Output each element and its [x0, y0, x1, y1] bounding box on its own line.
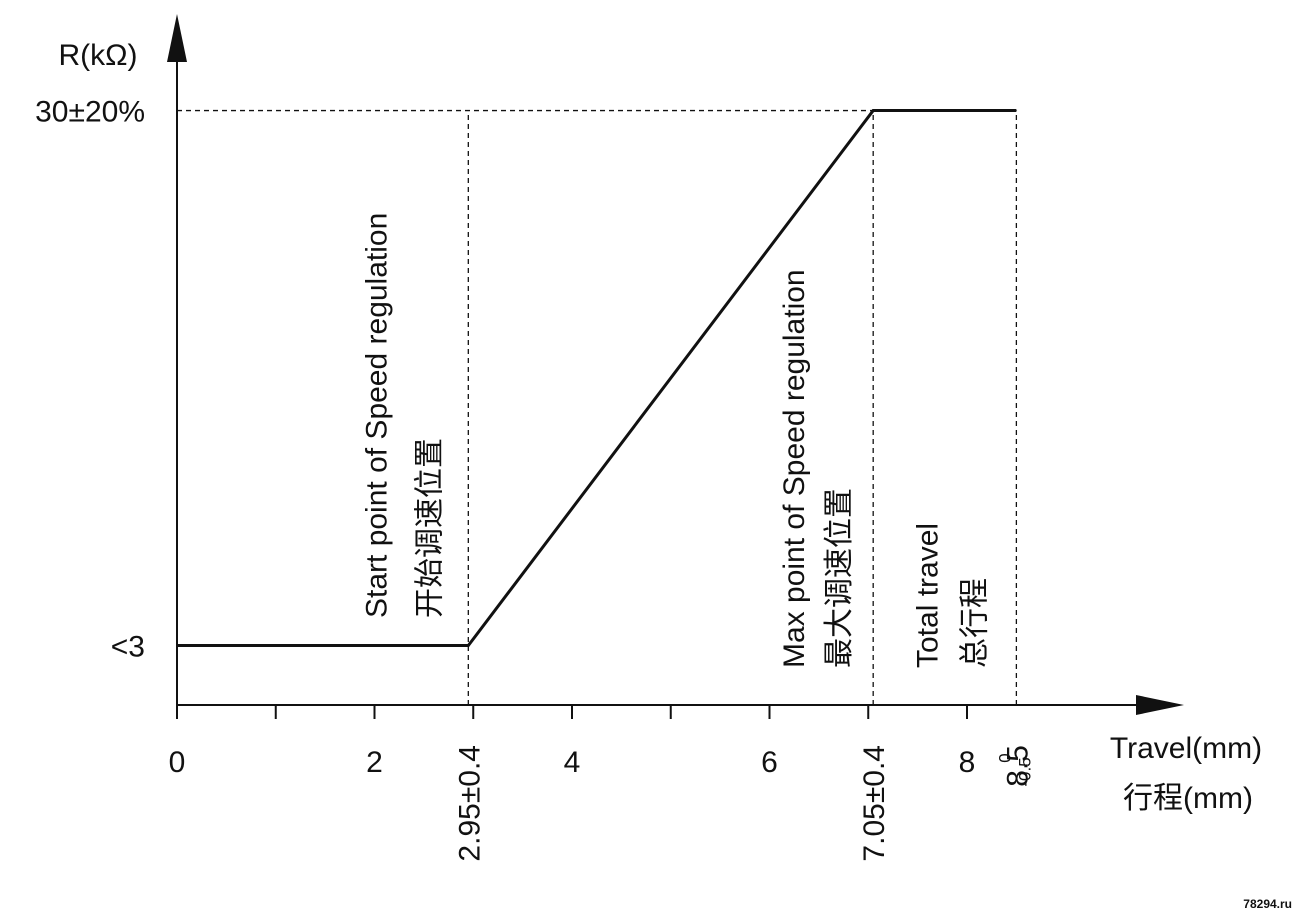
x-tick-label: 0	[169, 746, 186, 779]
y-axis-label: R(kΩ)	[58, 39, 137, 72]
marker-label: 8.5	[1001, 745, 1034, 787]
x-axis-label: 行程(mm)	[1123, 782, 1253, 815]
y-tick-label: <3	[111, 631, 145, 664]
x-tick-label: 2	[366, 746, 383, 779]
x-tick-label: 8	[959, 746, 976, 779]
data-line	[177, 109, 1017, 648]
annotation: Start point of Speed regulation	[360, 213, 393, 618]
x-tick-label: 6	[761, 746, 778, 779]
x-axis-arrow	[1136, 695, 1184, 715]
annotation: Max point of Speed regulation	[778, 269, 811, 668]
y-tick-label: 30±20%	[35, 96, 145, 129]
y-axis-arrow	[167, 14, 187, 62]
marker-tolerance: 0	[995, 753, 1014, 762]
marker-tolerance: -0.5	[1015, 757, 1034, 786]
marker-label: 2.95±0.4	[453, 745, 486, 862]
annotation: 总行程	[958, 578, 991, 668]
annotation: 开始调速位置	[413, 438, 446, 618]
x-axis-label: Travel(mm)	[1110, 732, 1262, 765]
marker-label: 7.05±0.4	[858, 745, 891, 862]
x-tick-label: 4	[564, 746, 581, 779]
watermark: 78294.ru	[1243, 897, 1292, 911]
annotation: Total travel	[911, 523, 944, 668]
annotation: 最大调速位置	[823, 488, 856, 668]
